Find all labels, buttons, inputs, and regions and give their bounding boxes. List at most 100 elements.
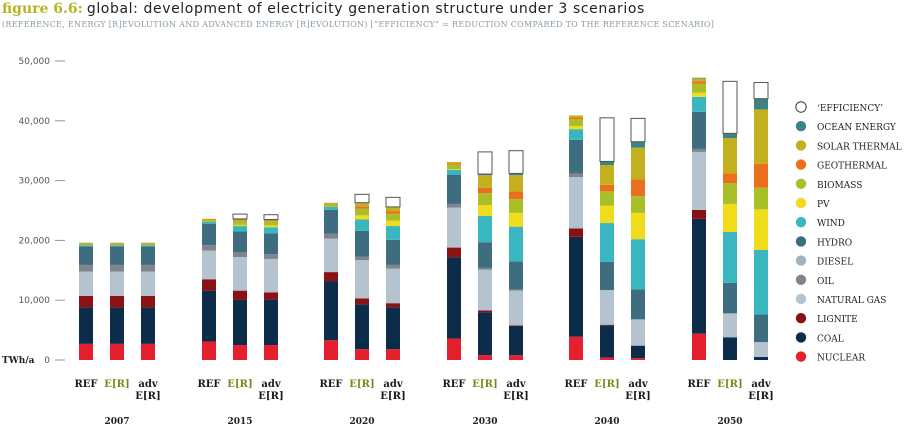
bar-segment-biomass	[141, 243, 155, 246]
bar-segment-coal	[233, 299, 247, 346]
bar-segment-wind	[233, 226, 247, 232]
bar-segment-hydro	[692, 111, 706, 149]
bar-segment-natural-gas	[355, 260, 369, 299]
bar-segment-coal	[447, 257, 461, 339]
bar-segment-lignite	[509, 325, 523, 326]
bar-segment-coal	[631, 345, 645, 359]
bar-segment-lignite	[110, 296, 124, 308]
y-tick-label: 20,000	[19, 236, 51, 246]
bar-segment-wind	[569, 129, 583, 140]
legend-label: BIOMASS	[817, 181, 862, 191]
bar-segment-natural-gas	[141, 271, 155, 297]
bar-segment-natural-gas	[692, 151, 706, 210]
bar-segment-oil	[569, 173, 583, 178]
bar-segment-coal	[79, 307, 93, 344]
bar-segment-natural-gas	[723, 313, 737, 338]
bar-segment-lignite	[141, 296, 155, 308]
legend-swatch	[795, 255, 807, 266]
bar-segment-lignite	[233, 290, 247, 300]
bar-segment-biomass	[692, 83, 706, 93]
bar-segment-biomass	[386, 213, 400, 221]
bar-segment-hydro	[386, 239, 400, 265]
year-label: 2030	[472, 417, 497, 425]
bar-segment-solar-thermal	[754, 109, 768, 164]
scenario-label: E[R]	[135, 391, 160, 402]
bar-segment-biomass	[202, 219, 216, 222]
bar-segment-ocean-energy	[478, 174, 492, 176]
bar-segment-hydro	[355, 230, 369, 257]
bar-segment-lignite	[324, 272, 338, 282]
bar-segment-hydro	[509, 261, 523, 290]
bar-segment-efficiency	[263, 214, 279, 220]
bar-segment-geothermal	[324, 203, 338, 204]
bar-segment-pv	[478, 205, 492, 216]
bar-segment-solar-thermal	[355, 202, 369, 207]
scenario-label: E[R]	[258, 391, 283, 402]
legend-swatch	[795, 140, 807, 151]
bar-segment-hydro	[79, 246, 93, 265]
legend-label: ‘EFFICIENCY’	[817, 103, 883, 114]
year-label: 2015	[227, 417, 252, 425]
scenario-label: E[R]	[717, 379, 742, 390]
bar-segment-oil	[386, 264, 400, 269]
bar-segment-lignite	[600, 324, 614, 326]
bar-segment-biomass	[569, 119, 583, 127]
bar-segment-hydro	[110, 246, 124, 265]
bar-segment-geothermal	[233, 219, 247, 221]
figure-subtitle: (REFERENCE, ENERGY [R]EVOLUTION AND ADVA…	[2, 20, 715, 29]
legend-label: NUCLEAR	[817, 354, 865, 364]
scenario-label: E[R]	[349, 379, 374, 390]
bar-segment-hydro	[723, 282, 737, 314]
bar-segment-lignite	[447, 247, 461, 258]
bar-segment-oil	[264, 254, 278, 259]
bar-segment-solar-thermal	[569, 115, 583, 118]
bar-segment-biomass	[509, 199, 523, 213]
legend-swatch	[795, 121, 807, 132]
bar-segment-natural-gas	[478, 269, 492, 311]
legend-swatch	[795, 178, 807, 189]
bar-segment-oil	[447, 203, 461, 208]
bar-segment-solar-thermal	[478, 175, 492, 188]
bar-segment-geothermal	[355, 206, 369, 209]
bar-segment-hydro	[600, 261, 614, 291]
bar-segment-pv	[600, 205, 614, 224]
bar-segment-solar-thermal	[600, 165, 614, 185]
bar-segment-biomass	[600, 191, 614, 206]
y-tick-label: 0	[44, 356, 50, 366]
bar-segment-pv	[233, 224, 247, 227]
bar-segment-oil	[233, 252, 247, 258]
bar-segment-geothermal	[202, 218, 216, 220]
scenario-label: REF	[197, 379, 220, 390]
bar-segment-wind	[509, 226, 523, 262]
legend-label: OCEAN ENERGY	[817, 123, 897, 133]
bar-segment-nuclear	[569, 336, 583, 360]
bar-segment-hydro	[324, 209, 338, 234]
scenario-label: adv	[261, 379, 281, 390]
bar-segment-geothermal	[386, 211, 400, 214]
bar-segment-geothermal	[600, 184, 614, 192]
bar-segment-efficiency	[508, 150, 524, 174]
bar-segment-coal	[569, 236, 583, 337]
legend-swatch	[795, 159, 807, 170]
bar-segment-oil	[79, 264, 93, 272]
bar-segment-wind	[141, 245, 155, 247]
bar-segment-wind	[447, 169, 461, 175]
year-label: 2050	[717, 417, 742, 425]
legend-swatch	[795, 217, 807, 228]
bar-segment-hydro	[447, 174, 461, 204]
bar-segment-wind	[600, 223, 614, 262]
bar-segment-solar-thermal	[447, 162, 461, 164]
legend-swatch	[795, 101, 807, 113]
bar-segment-efficiency	[354, 193, 370, 204]
bar-segment-biomass	[478, 193, 492, 206]
bar-segment-nuclear	[478, 355, 492, 360]
scenario-label: adv	[751, 379, 771, 390]
bar-segment-lignite	[355, 298, 369, 305]
bar-segment-wind	[324, 206, 338, 210]
bar-segment-solar-thermal	[692, 78, 706, 82]
bar-segment-oil	[355, 256, 369, 261]
bar-segment-nuclear	[447, 338, 461, 360]
bar-segment-wind	[631, 239, 645, 290]
bar-segment-geothermal	[141, 242, 155, 244]
